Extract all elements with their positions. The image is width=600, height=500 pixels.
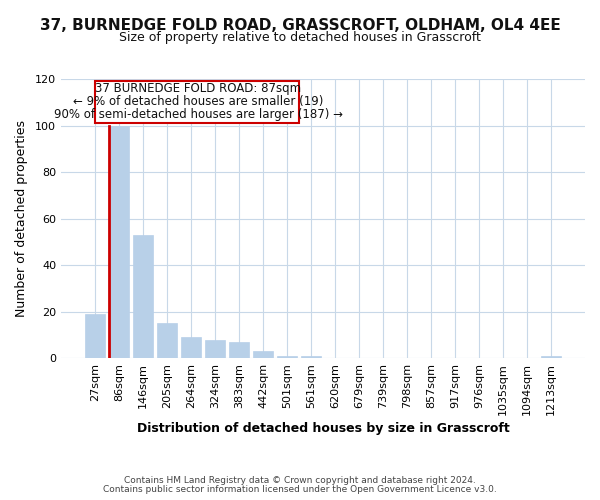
Bar	[541, 356, 561, 358]
Bar	[205, 340, 225, 358]
Bar	[85, 314, 105, 358]
Bar	[133, 235, 153, 358]
Bar	[181, 338, 201, 358]
Text: ← 9% of detached houses are smaller (19): ← 9% of detached houses are smaller (19)	[73, 96, 323, 108]
Bar	[157, 324, 177, 358]
Text: 37, BURNEDGE FOLD ROAD, GRASSCROFT, OLDHAM, OL4 4EE: 37, BURNEDGE FOLD ROAD, GRASSCROFT, OLDH…	[40, 18, 560, 32]
Bar	[109, 126, 129, 358]
Text: Contains HM Land Registry data © Crown copyright and database right 2024.: Contains HM Land Registry data © Crown c…	[124, 476, 476, 485]
Text: Contains public sector information licensed under the Open Government Licence v3: Contains public sector information licen…	[103, 484, 497, 494]
Text: Size of property relative to detached houses in Grasscroft: Size of property relative to detached ho…	[119, 31, 481, 44]
Bar	[301, 356, 321, 358]
Bar	[253, 351, 273, 358]
FancyBboxPatch shape	[95, 82, 299, 123]
Y-axis label: Number of detached properties: Number of detached properties	[15, 120, 28, 317]
Text: 90% of semi-detached houses are larger (187) →: 90% of semi-detached houses are larger (…	[53, 108, 343, 121]
X-axis label: Distribution of detached houses by size in Grasscroft: Distribution of detached houses by size …	[137, 422, 509, 435]
Text: 37 BURNEDGE FOLD ROAD: 87sqm: 37 BURNEDGE FOLD ROAD: 87sqm	[95, 82, 301, 96]
Bar	[229, 342, 249, 358]
Bar	[277, 356, 297, 358]
